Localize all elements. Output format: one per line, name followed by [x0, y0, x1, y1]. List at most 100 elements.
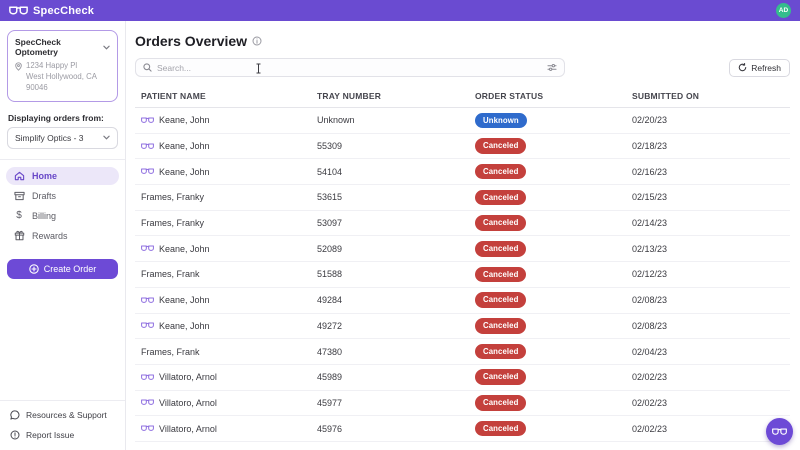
- sidebar-item-rewards[interactable]: Rewards: [6, 227, 119, 245]
- table-row[interactable]: Keane, John 49284 Canceled 02/08/23: [135, 288, 790, 314]
- search-bar[interactable]: [135, 58, 565, 77]
- submitted-date: 02/13/23: [632, 243, 668, 254]
- filter-sliders-icon[interactable]: [547, 63, 557, 72]
- app-logo[interactable]: SpecCheck: [9, 5, 94, 17]
- tray-number: 53097: [317, 218, 343, 229]
- table-row[interactable]: Keane, John 52089 Canceled 02/13/23: [135, 236, 790, 263]
- patient-name: Keane, John: [159, 295, 210, 306]
- patient-name: Frames, Franky: [141, 218, 205, 229]
- top-bar: SpecCheck AD: [0, 0, 800, 21]
- table-row[interactable]: Frames, Franky 53097 Canceled 02/14/23: [135, 211, 790, 237]
- exclamation-circle-icon: [10, 430, 20, 440]
- tray-number: Unknown: [317, 115, 355, 126]
- create-order-label: Create Order: [43, 263, 97, 274]
- patient-name: Villatoro, Arnol: [159, 372, 217, 383]
- sidebar-item-drafts[interactable]: Drafts: [6, 187, 119, 205]
- status-badge: Canceled: [475, 215, 527, 231]
- glasses-icon: [141, 245, 154, 252]
- chevron-down-icon: [103, 45, 110, 50]
- submitted-date: 02/16/23: [632, 166, 668, 177]
- table-row[interactable]: Villatoro, Arnol 45977 Canceled 02/02/23: [135, 391, 790, 417]
- submitted-date: 02/20/23: [632, 115, 668, 126]
- plus-circle-icon: [28, 263, 39, 274]
- status-badge: Canceled: [475, 292, 527, 308]
- submitted-date: 02/18/23: [632, 141, 668, 152]
- status-badge: Canceled: [475, 395, 527, 411]
- displaying-orders-label: Displaying orders from:: [8, 112, 104, 123]
- resources-support-link[interactable]: Resources & Support: [10, 410, 115, 420]
- patient-name: Villatoro, Arnol: [159, 423, 217, 434]
- user-avatar[interactable]: AD: [776, 3, 791, 18]
- location-pin-icon: [15, 62, 22, 94]
- info-icon[interactable]: [252, 36, 262, 46]
- status-badge: Canceled: [475, 369, 527, 385]
- tray-number: 52089: [317, 243, 343, 254]
- main-content: Orders Overview: [126, 21, 800, 450]
- glasses-icon: [141, 374, 154, 381]
- home-icon: [13, 171, 25, 181]
- refresh-button[interactable]: Refresh: [729, 58, 790, 77]
- table-row[interactable]: Keane, John Unknown Unknown 02/20/23: [135, 108, 790, 134]
- avatar-initials: AD: [778, 7, 789, 14]
- table-row[interactable]: Villatoro, Arnol 45976 Canceled 02/02/23: [135, 416, 790, 442]
- patient-name: Keane, John: [159, 320, 210, 331]
- submitted-date: 02/04/23: [632, 346, 668, 357]
- status-badge: Unknown: [475, 112, 527, 129]
- tray-number: 49284: [317, 295, 343, 306]
- location-select[interactable]: Simplify Optics - 3: [7, 126, 118, 149]
- patient-name: Keane, John: [159, 141, 210, 152]
- page-title: Orders Overview: [135, 33, 248, 49]
- location-select-value: Simplify Optics - 3: [15, 132, 84, 143]
- refresh-icon: [738, 63, 747, 72]
- table-row[interactable]: Frames, Frank 47380 Canceled 02/04/23: [135, 339, 790, 365]
- glasses-icon: [141, 399, 154, 406]
- submitted-date: 02/08/23: [632, 295, 668, 306]
- sidebar-item-label: Home: [32, 170, 58, 181]
- tray-number: 54104: [317, 166, 343, 177]
- glasses-icon: [141, 425, 154, 432]
- sidebar-footer: Resources & Support Report Issue: [0, 400, 125, 450]
- patient-name: Keane, John: [159, 115, 210, 126]
- refresh-label: Refresh: [751, 62, 781, 73]
- resources-support-label: Resources & Support: [26, 410, 107, 420]
- table-row[interactable]: Frames, Frank 51588 Canceled 02/12/23: [135, 262, 790, 288]
- chat-bubble-icon: [10, 410, 20, 420]
- drafts-icon: [13, 191, 25, 201]
- sidebar-item-billing[interactable]: $ Billing: [6, 207, 119, 225]
- table-header: PATIENT NAME TRAY NUMBER ORDER STATUS SU…: [135, 88, 790, 108]
- column-header-tray[interactable]: TRAY NUMBER: [317, 91, 382, 101]
- table-row[interactable]: Keane, John 49272 Canceled 02/08/23: [135, 314, 790, 340]
- sidebar-item-home[interactable]: Home: [6, 166, 119, 185]
- submitted-date: 02/02/23: [632, 423, 668, 434]
- patient-name: Villatoro, Arnol: [159, 397, 217, 408]
- glasses-icon: [141, 168, 154, 175]
- practice-selector-card[interactable]: SpecCheck Optometry 1234 Happy Pl West H…: [7, 30, 118, 102]
- row-count-label: 50 of many: [135, 449, 790, 450]
- tray-number: 45976: [317, 423, 343, 434]
- status-badge: Canceled: [475, 343, 527, 360]
- report-issue-link[interactable]: Report Issue: [10, 430, 115, 440]
- status-badge: Canceled: [475, 266, 527, 283]
- tray-number: 49272: [317, 320, 343, 331]
- practice-name: SpecCheck Optometry: [15, 37, 61, 57]
- submitted-date: 02/02/23: [632, 397, 668, 408]
- column-header-status[interactable]: ORDER STATUS: [475, 91, 544, 101]
- patient-name: Keane, John: [159, 166, 210, 177]
- table-body: Keane, John Unknown Unknown 02/20/23 Kea…: [135, 108, 790, 442]
- table-row[interactable]: Keane, John 55309 Canceled 02/18/23: [135, 134, 790, 160]
- table-row[interactable]: Frames, Franky 53615 Canceled 02/15/23: [135, 185, 790, 211]
- submitted-date: 02/14/23: [632, 218, 668, 229]
- search-input[interactable]: [157, 62, 542, 73]
- column-header-patient[interactable]: PATIENT NAME: [141, 91, 206, 101]
- sidebar-item-label: Drafts: [32, 190, 57, 201]
- table-row[interactable]: Keane, John 54104 Canceled 02/16/23: [135, 159, 790, 186]
- create-order-button[interactable]: Create Order: [7, 258, 118, 279]
- app-name: SpecCheck: [33, 4, 95, 17]
- search-icon: [143, 63, 152, 72]
- rewards-gift-icon: [13, 230, 25, 241]
- table-row[interactable]: Villatoro, Arnol 45989 Canceled 02/02/23: [135, 365, 790, 391]
- glasses-fab-button[interactable]: [766, 418, 793, 445]
- submitted-date: 02/15/23: [632, 192, 668, 203]
- patient-name: Frames, Franky: [141, 192, 205, 203]
- column-header-submitted[interactable]: SUBMITTED ON: [632, 91, 700, 101]
